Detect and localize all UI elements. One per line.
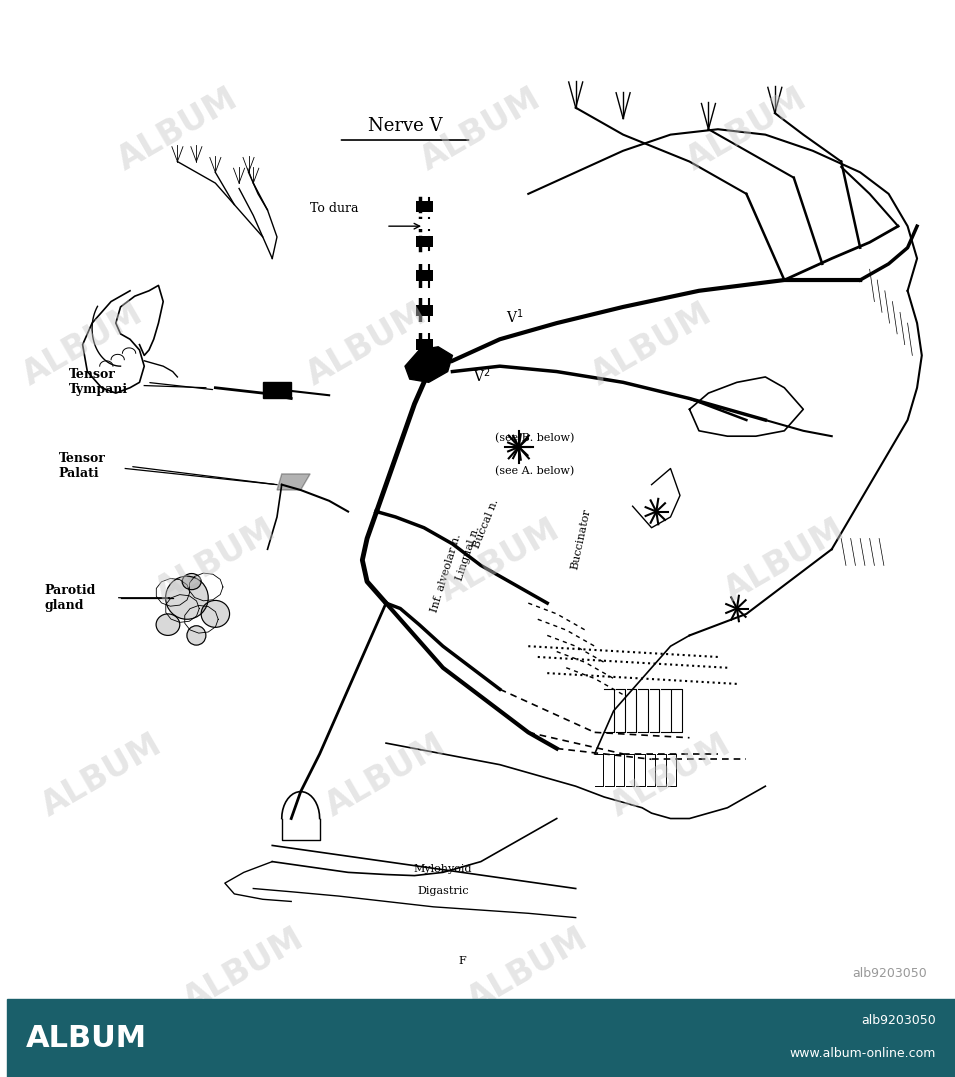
Ellipse shape bbox=[156, 614, 180, 635]
Text: ALBUM: ALBUM bbox=[178, 922, 309, 1017]
Text: V$^2$: V$^2$ bbox=[474, 367, 491, 386]
Text: ALBUM: ALBUM bbox=[16, 297, 149, 392]
Ellipse shape bbox=[187, 626, 206, 645]
Text: ALBUM: ALBUM bbox=[718, 513, 850, 607]
Polygon shape bbox=[405, 347, 453, 382]
Text: www.album-online.com: www.album-online.com bbox=[790, 1047, 936, 1060]
Text: Buccinator: Buccinator bbox=[569, 508, 592, 571]
Text: alb9203050: alb9203050 bbox=[861, 1015, 936, 1027]
Text: V$^1$: V$^1$ bbox=[506, 308, 524, 326]
Text: ALBUM: ALBUM bbox=[35, 728, 167, 823]
Text: ALBUM: ALBUM bbox=[605, 728, 736, 823]
Polygon shape bbox=[416, 253, 434, 264]
Text: ALBUM: ALBUM bbox=[414, 82, 547, 177]
Ellipse shape bbox=[202, 601, 229, 627]
Polygon shape bbox=[416, 339, 434, 350]
Text: ALBUM: ALBUM bbox=[112, 82, 244, 177]
Polygon shape bbox=[277, 474, 310, 490]
Polygon shape bbox=[416, 201, 434, 212]
Text: To dura: To dura bbox=[309, 202, 358, 215]
Bar bbox=[7, 999, 955, 1077]
Text: V$^3$: V$^3$ bbox=[417, 354, 435, 373]
Text: Tensor
Tympani: Tensor Tympani bbox=[69, 368, 128, 396]
Text: (see A. below): (see A. below) bbox=[495, 465, 574, 476]
Ellipse shape bbox=[182, 573, 202, 590]
Text: ALBUM: ALBUM bbox=[301, 297, 433, 392]
Text: ALBUM: ALBUM bbox=[462, 922, 594, 1017]
Text: Parotid
gland: Parotid gland bbox=[45, 584, 96, 612]
Text: (see B. below): (see B. below) bbox=[495, 433, 575, 444]
Text: Mylohyoid: Mylohyoid bbox=[414, 865, 472, 875]
Text: F: F bbox=[458, 956, 466, 966]
Text: alb9203050: alb9203050 bbox=[852, 967, 926, 980]
Text: Digastric: Digastric bbox=[417, 886, 469, 896]
Polygon shape bbox=[416, 184, 434, 195]
Text: Lingual n.: Lingual n. bbox=[454, 524, 481, 582]
Polygon shape bbox=[416, 288, 434, 298]
Text: ALBUM: ALBUM bbox=[149, 513, 282, 607]
Text: Tensor
Palati: Tensor Palati bbox=[59, 452, 106, 480]
Text: ALBUM: ALBUM bbox=[320, 728, 452, 823]
Polygon shape bbox=[416, 219, 434, 229]
Text: Buccal n.: Buccal n. bbox=[471, 498, 500, 549]
Polygon shape bbox=[416, 322, 434, 333]
Text: ALBUM: ALBUM bbox=[585, 297, 717, 392]
Text: ALBUM: ALBUM bbox=[26, 1024, 147, 1052]
Polygon shape bbox=[263, 382, 291, 398]
Polygon shape bbox=[416, 305, 434, 316]
Text: Nerve V: Nerve V bbox=[368, 116, 442, 135]
Text: ALBUM: ALBUM bbox=[434, 513, 565, 607]
Text: Inf. alveolar n.: Inf. alveolar n. bbox=[429, 533, 462, 614]
Polygon shape bbox=[416, 236, 434, 247]
Polygon shape bbox=[416, 270, 434, 281]
Text: ALBUM: ALBUM bbox=[680, 82, 813, 177]
Ellipse shape bbox=[165, 576, 208, 619]
